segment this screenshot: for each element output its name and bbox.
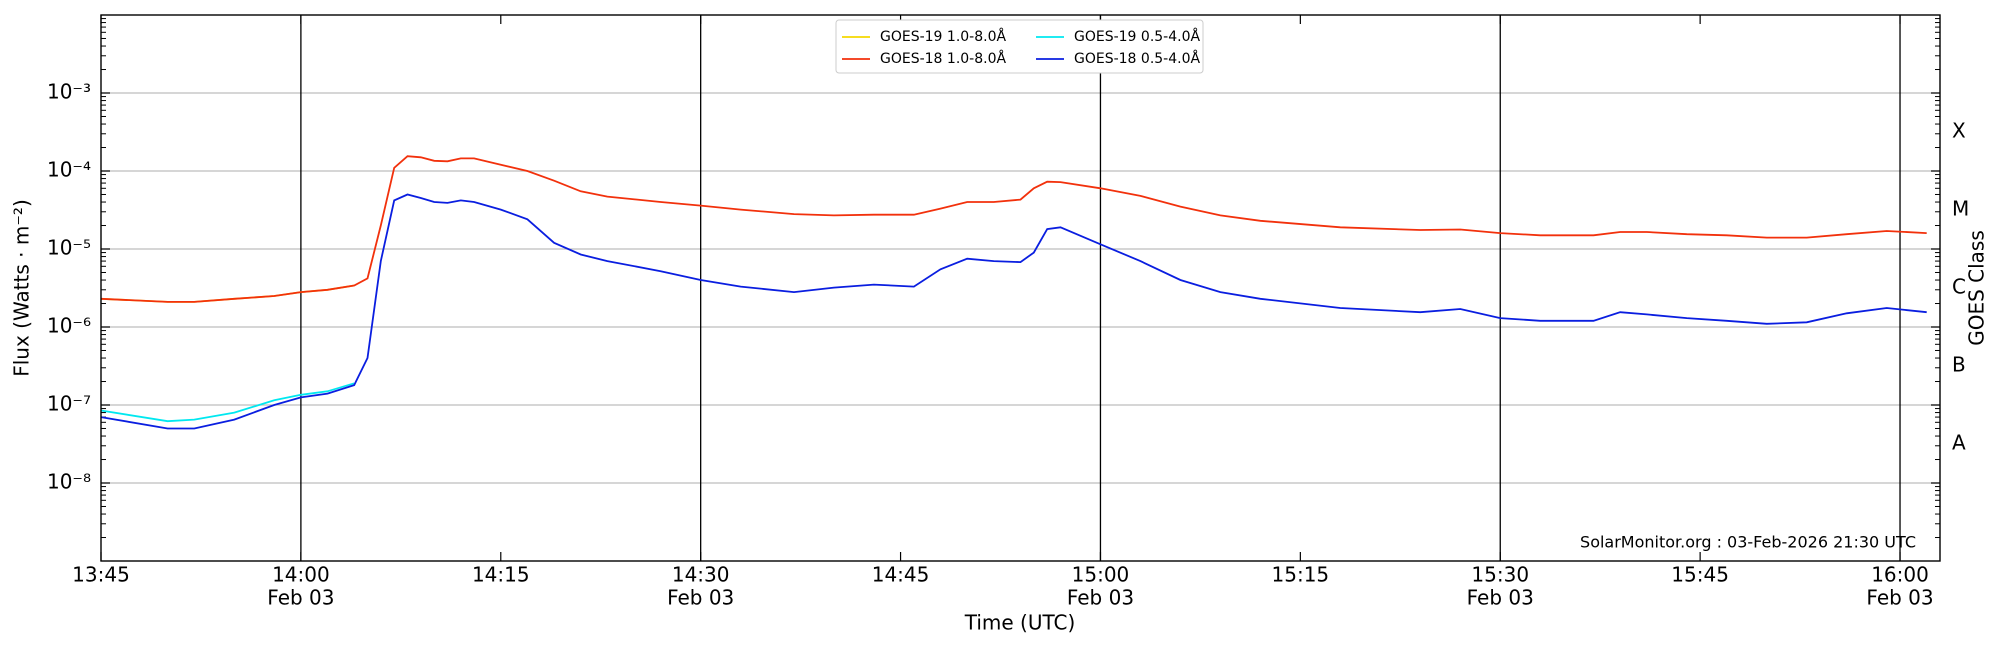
legend-label: GOES-19 1.0-8.0Å [880,28,1006,45]
y-tick-label: 10⁻⁷ [47,392,91,416]
x-tick-label: 13:45 [72,563,130,587]
y-tick-label: 10⁻⁴ [47,158,91,182]
series-line [100,193,1927,430]
x-tick-date: Feb 03 [1467,586,1534,610]
x-tick-label: 15:00 [1072,563,1130,587]
x-tick-date: Feb 03 [1067,586,1134,610]
y2-tick-label: A [1952,431,1966,455]
legend-label: GOES-18 1.0-8.0Å [880,50,1006,67]
x-tick-date: Feb 03 [267,586,334,610]
series-line [100,155,1927,303]
x-tick-label: 15:15 [1272,563,1330,587]
y-tick-label: 10⁻⁵ [47,236,91,260]
y-axis-title: Flux (Watts · m⁻²) [10,199,34,377]
series-line [100,382,355,423]
y2-tick-label: X [1952,119,1966,143]
y-tick-label: 10⁻⁸ [47,470,91,494]
legend-label: GOES-19 0.5-4.0Å [1074,28,1200,45]
x-tick-label: 15:30 [1471,563,1529,587]
plot-frame [100,14,1941,562]
y-tick-label: 10⁻³ [47,80,91,104]
y2-tick-label: C [1952,275,1966,299]
x-tick-label: 16:00 [1871,563,1929,587]
x-tick-label: 14:45 [872,563,930,587]
annotation: SolarMonitor.org : 03-Feb-2026 21:30 UTC [1580,533,1916,552]
legend-label: GOES-18 0.5-4.0Å [1074,50,1200,67]
legend: GOES-19 1.0-8.0Å GOES-18 1.0-8.0Å GOES-19 … [835,19,1204,74]
y2-tick-label: B [1952,353,1966,377]
x-tick-date: Feb 03 [667,586,734,610]
x-tick-label: 14:15 [472,563,530,587]
y2-axis-title: GOES Class [1965,230,1989,346]
x-axis-title: Time (UTC) [964,611,1076,635]
y-tick-label: 10⁻⁶ [47,314,91,338]
y2-tick-label: M [1952,197,1969,221]
x-tick-label: 14:30 [672,563,730,587]
legend-box [835,19,1204,74]
x-tick-label: 15:45 [1671,563,1729,587]
x-tick-label: 14:00 [272,563,330,587]
x-tick-date: Feb 03 [1866,586,1933,610]
